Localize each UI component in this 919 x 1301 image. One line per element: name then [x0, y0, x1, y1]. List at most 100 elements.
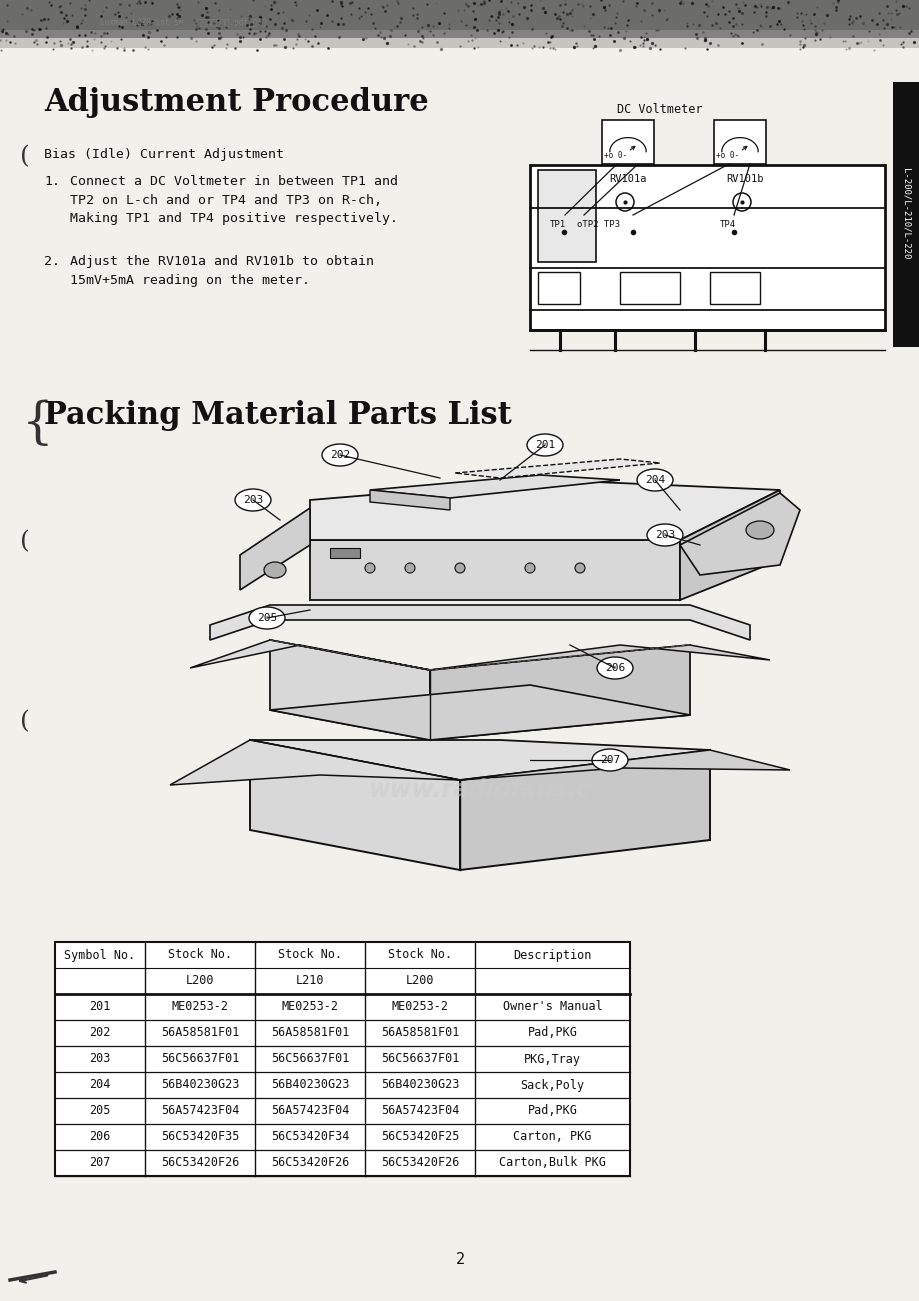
Text: 2.: 2. — [44, 255, 60, 268]
Text: 56C53420F26: 56C53420F26 — [380, 1157, 459, 1170]
Bar — [538, 170, 596, 262]
Text: (: ( — [20, 144, 29, 168]
Text: +o 0-: +o 0- — [715, 151, 738, 160]
Text: 205: 205 — [89, 1105, 110, 1118]
Polygon shape — [250, 740, 709, 781]
Text: (: ( — [20, 710, 29, 732]
Ellipse shape — [234, 489, 271, 511]
Text: ME0253-2: ME0253-2 — [391, 1000, 448, 1013]
Text: 56C53420F26: 56C53420F26 — [270, 1157, 349, 1170]
Text: Adjustment Procedure: Adjustment Procedure — [44, 87, 428, 118]
Text: 56C56637F01: 56C56637F01 — [270, 1053, 349, 1066]
Text: Carton, PKG: Carton, PKG — [513, 1131, 591, 1144]
Text: RV101a: RV101a — [608, 174, 646, 183]
Bar — [713, 120, 766, 164]
Text: Owner's Manual: Owner's Manual — [502, 1000, 602, 1013]
Polygon shape — [240, 507, 310, 589]
Polygon shape — [310, 480, 779, 540]
Text: oTP2 TP3: oTP2 TP3 — [576, 220, 619, 229]
Polygon shape — [679, 493, 800, 575]
Text: 201: 201 — [89, 1000, 110, 1013]
Ellipse shape — [745, 520, 773, 539]
Text: 204: 204 — [89, 1079, 110, 1092]
Text: 2: 2 — [455, 1253, 464, 1267]
Text: Pad,PKG: Pad,PKG — [527, 1026, 577, 1039]
Text: Sack,Poly: Sack,Poly — [520, 1079, 584, 1092]
Bar — [0, 0, 919, 38]
Text: 56C53420F34: 56C53420F34 — [270, 1131, 349, 1144]
Circle shape — [525, 563, 535, 572]
Text: L200: L200 — [186, 974, 214, 987]
Bar — [330, 548, 359, 558]
Text: 207: 207 — [89, 1157, 110, 1170]
Polygon shape — [269, 686, 689, 740]
Polygon shape — [250, 740, 460, 870]
Polygon shape — [170, 740, 460, 785]
Polygon shape — [429, 645, 689, 740]
Text: (: ( — [20, 530, 29, 553]
Circle shape — [574, 563, 584, 572]
Ellipse shape — [636, 468, 673, 490]
Bar — [601, 120, 653, 164]
Polygon shape — [429, 645, 769, 670]
Text: Connect a DC Voltmeter in between TP1 and
TP2 on L-ch and or TP4 and TP3 on R-ch: Connect a DC Voltmeter in between TP1 an… — [70, 176, 398, 225]
Polygon shape — [269, 640, 429, 740]
Text: 56A57423F04: 56A57423F04 — [380, 1105, 459, 1118]
Text: Symbol No.: Symbol No. — [64, 948, 135, 961]
Ellipse shape — [322, 444, 357, 466]
Ellipse shape — [264, 562, 286, 578]
Text: 56C53420F26: 56C53420F26 — [161, 1157, 239, 1170]
Text: ME0253-2: ME0253-2 — [281, 1000, 338, 1013]
Text: 56A57423F04: 56A57423F04 — [161, 1105, 239, 1118]
Polygon shape — [369, 490, 449, 510]
Polygon shape — [460, 749, 789, 781]
Text: Bias (Idle) Current Adjustment: Bias (Idle) Current Adjustment — [44, 148, 284, 161]
Text: L210: L210 — [295, 974, 323, 987]
Bar — [709, 272, 759, 304]
Text: Packing Material Parts List: Packing Material Parts List — [44, 399, 511, 431]
Ellipse shape — [591, 749, 628, 771]
Circle shape — [404, 563, 414, 572]
Bar — [619, 272, 679, 304]
Text: 205: 205 — [256, 613, 277, 623]
Text: 56B40230G23: 56B40230G23 — [270, 1079, 349, 1092]
Text: 203: 203 — [654, 530, 675, 540]
Ellipse shape — [596, 657, 632, 679]
Text: ME0253-2: ME0253-2 — [171, 1000, 228, 1013]
Text: L200: L200 — [405, 974, 434, 987]
Bar — [0, 30, 919, 48]
Ellipse shape — [646, 524, 682, 546]
Text: 206: 206 — [604, 664, 624, 673]
Bar — [529, 165, 884, 330]
Polygon shape — [460, 749, 709, 870]
Text: 56B40230G23: 56B40230G23 — [161, 1079, 239, 1092]
Text: 56C56637F01: 56C56637F01 — [380, 1053, 459, 1066]
Polygon shape — [210, 605, 749, 640]
Text: Carton,Bulk PKG: Carton,Bulk PKG — [498, 1157, 606, 1170]
Text: 56A58581F01: 56A58581F01 — [161, 1026, 239, 1039]
Text: www.radiofans.c: www.radiofans.c — [369, 778, 591, 801]
Text: PKG,Tray: PKG,Tray — [524, 1053, 581, 1066]
Text: 56B40230G23: 56B40230G23 — [380, 1079, 459, 1092]
Polygon shape — [369, 475, 619, 498]
Text: 56C53420F25: 56C53420F25 — [380, 1131, 459, 1144]
Text: 203: 203 — [243, 494, 263, 505]
Text: 56C56637F01: 56C56637F01 — [161, 1053, 239, 1066]
Text: 202: 202 — [89, 1026, 110, 1039]
Text: Adjust the RV101a and RV101b to obtain
15mV+5mA reading on the meter.: Adjust the RV101a and RV101b to obtain 1… — [70, 255, 374, 286]
Ellipse shape — [249, 608, 285, 628]
Text: Pad,PKG: Pad,PKG — [527, 1105, 577, 1118]
Text: Stock No.: Stock No. — [168, 948, 232, 961]
Circle shape — [365, 563, 375, 572]
Bar — [892, 82, 919, 347]
Circle shape — [616, 193, 633, 211]
Text: Description: Description — [513, 948, 591, 961]
Text: Stock No.: Stock No. — [278, 948, 342, 961]
Bar — [55, 942, 630, 1176]
Text: 202: 202 — [330, 450, 350, 461]
Text: 206: 206 — [89, 1131, 110, 1144]
Text: {: { — [22, 399, 53, 449]
Circle shape — [455, 563, 464, 572]
Text: TP1: TP1 — [550, 220, 565, 229]
Text: Stock No.: Stock No. — [388, 948, 451, 961]
